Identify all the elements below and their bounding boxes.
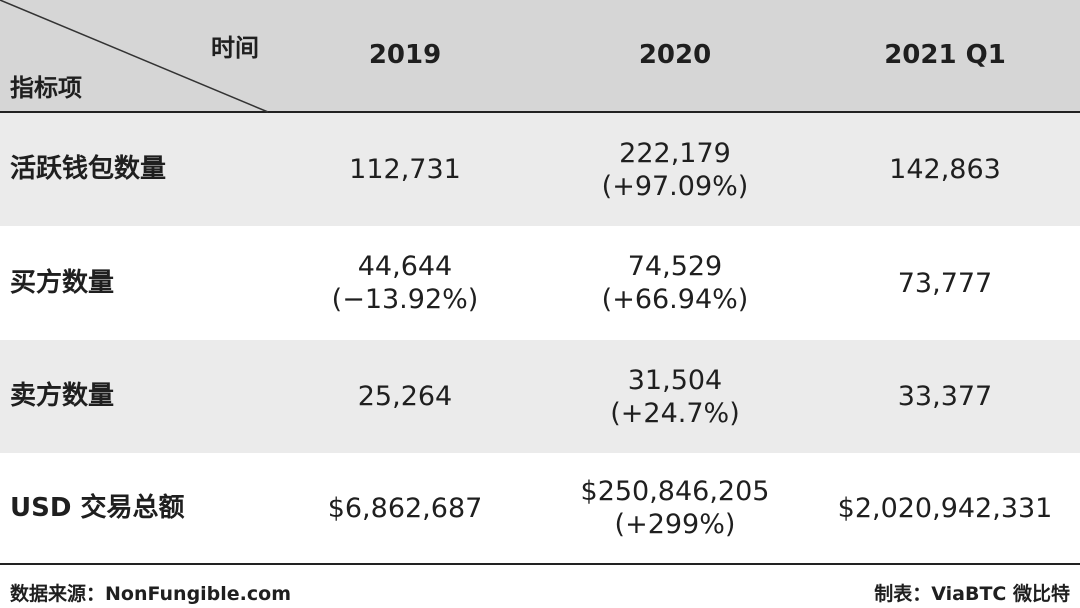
year-label: 2019	[368, 40, 442, 70]
table-cell: 25,264	[270, 340, 540, 453]
cell-value: $2,020,942,331	[837, 492, 1053, 524]
table-row-sellers: 卖方数量 25,264 31,504 (+24.7%) 33,377	[0, 340, 1080, 453]
row-label-cell: 活跃钱包数量	[0, 113, 270, 226]
corner-metric-label: 指标项	[10, 74, 82, 102]
row-label-cell: 卖方数量	[0, 340, 270, 453]
cell-value: 222,179	[619, 137, 731, 169]
cell-value: 142,863	[889, 154, 1001, 185]
row-label: 卖方数量	[10, 381, 115, 411]
cell-value: 73,777	[897, 267, 993, 299]
table-cell: 112,731	[270, 113, 540, 226]
cell-change: (+97.09%)	[601, 170, 749, 202]
row-label: USD 交易总额	[10, 492, 185, 523]
table-cell: 222,179 (+97.09%)	[540, 113, 810, 226]
cell-value: 33,377	[897, 381, 993, 412]
table-cell: $6,862,687	[270, 453, 540, 563]
row-label-cell: 买方数量	[0, 226, 270, 340]
table-cell: $250,846,205 (+299%)	[540, 453, 810, 563]
table-row-active-wallets: 活跃钱包数量 112,731 222,179 (+97.09%) 142,863	[0, 113, 1080, 226]
table-cell: $2,020,942,331	[810, 453, 1080, 563]
table-footer: 数据来源：NonFungible.com 制表：ViaBTC 微比特	[0, 575, 1080, 608]
row-label-cell: USD 交易总额	[0, 453, 270, 563]
column-header-2019: 2019	[270, 0, 540, 111]
cell-value: $6,862,687	[327, 492, 483, 524]
corner-time-label: 时间	[211, 34, 259, 62]
table-row-buyers: 买方数量 44,644 (−13.92%) 74,529 (+66.94%) 7…	[0, 226, 1080, 340]
header-corner-cell: 时间 指标项	[0, 0, 270, 113]
year-label: 2021 Q1	[884, 40, 1006, 70]
table-cell: 33,377	[810, 340, 1080, 453]
column-header-2020: 2020	[540, 0, 810, 111]
table-cell: 44,644 (−13.92%)	[270, 226, 540, 340]
cell-value: 31,504	[627, 364, 723, 396]
cell-change: (+24.7%)	[610, 397, 740, 429]
table-cell: 73,777	[810, 226, 1080, 340]
table-cell: 142,863	[810, 113, 1080, 226]
table-row-usd-volume: USD 交易总额 $6,862,687 $250,846,205 (+299%)…	[0, 453, 1080, 565]
cell-value: 74,529	[627, 251, 723, 282]
cell-change: (+66.94%)	[601, 284, 749, 315]
table-cell: 31,504 (+24.7%)	[540, 340, 810, 453]
table-cell: 74,529 (+66.94%)	[540, 226, 810, 340]
column-header-2021q1: 2021 Q1	[810, 0, 1080, 111]
table-credit: 制表：ViaBTC 微比特	[874, 583, 1070, 605]
table-header-row: 时间 指标项 2019 2020 2021 Q1	[0, 0, 1080, 113]
cell-value: 44,644	[357, 251, 453, 282]
cell-value: 25,264	[357, 381, 453, 412]
cell-value: 112,731	[349, 154, 461, 185]
row-label: 活跃钱包数量	[10, 154, 167, 184]
data-source-note: 数据来源：NonFungible.com	[10, 583, 292, 605]
year-label: 2020	[638, 40, 712, 70]
diagonal-divider	[0, 0, 269, 113]
cell-change: (+299%)	[614, 509, 736, 540]
cell-value: $250,846,205	[580, 476, 770, 507]
row-label: 买方数量	[10, 267, 115, 298]
cell-change: (−13.92%)	[331, 284, 479, 315]
